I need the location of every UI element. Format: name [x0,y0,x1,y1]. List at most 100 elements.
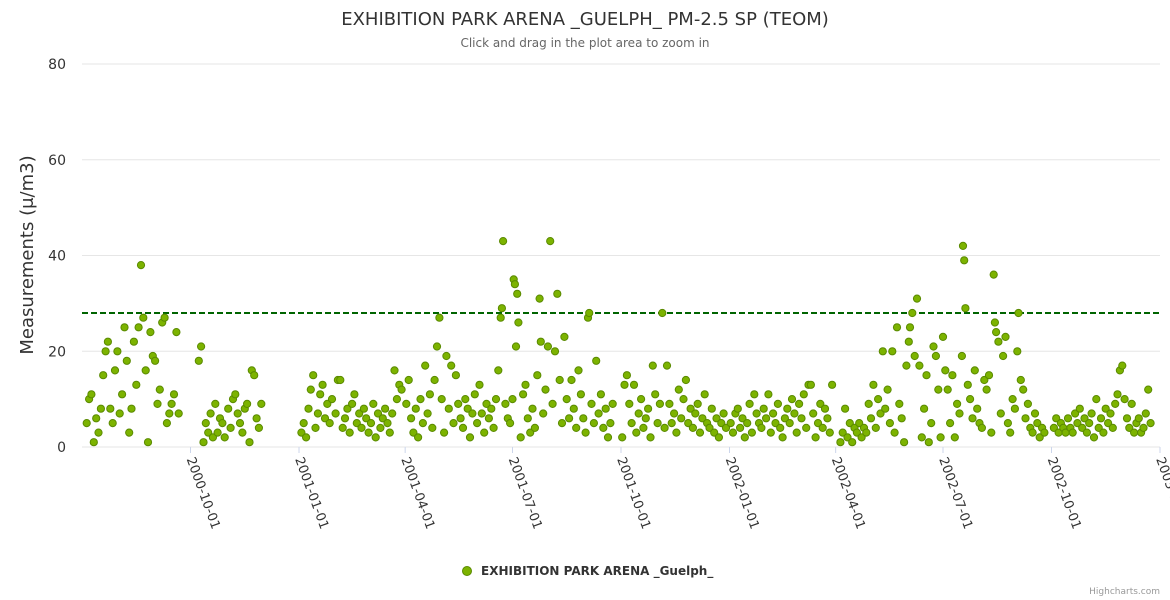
data-point[interactable] [1120,395,1129,404]
data-point[interactable] [306,385,315,394]
data-point[interactable] [1101,404,1110,413]
data-point[interactable] [108,419,117,428]
data-point[interactable] [848,438,857,447]
data-point[interactable] [888,347,897,356]
data-point[interactable] [1019,385,1028,394]
data-point[interactable] [618,433,627,442]
data-point[interactable] [984,371,994,380]
data-point[interactable] [684,419,693,428]
data-point[interactable] [764,390,773,399]
data-point[interactable] [710,428,719,437]
data-point[interactable] [799,390,808,399]
data-point[interactable] [662,361,672,370]
data-point[interactable] [297,428,306,437]
data-point[interactable] [1010,404,1020,413]
data-point[interactable] [252,414,261,423]
data-point[interactable] [929,342,938,351]
data-point[interactable] [1033,419,1042,428]
data-point[interactable] [686,404,695,413]
data-point[interactable] [632,428,641,437]
data-point[interactable] [449,419,458,428]
data-point[interactable] [110,366,120,375]
data-point[interactable] [811,433,820,442]
data-point[interactable] [813,419,823,428]
data-point[interactable] [1146,419,1155,428]
data-point[interactable] [316,390,325,399]
data-point[interactable] [1008,395,1017,404]
data-point[interactable] [641,414,650,423]
data-point[interactable] [418,419,427,428]
data-point[interactable] [139,313,148,322]
data-point[interactable] [608,399,617,408]
data-point[interactable] [92,414,101,423]
data-point[interactable] [336,375,345,385]
data-point[interactable] [465,433,475,442]
data-point[interactable] [790,409,799,418]
data-point[interactable] [960,256,969,265]
data-point[interactable] [966,395,975,404]
data-point[interactable] [390,366,399,375]
data-point[interactable] [915,361,924,370]
data-point[interactable] [606,419,615,428]
data-point[interactable] [397,385,406,394]
data-point[interactable] [468,409,477,418]
data-point[interactable] [143,438,153,447]
data-point[interactable] [496,313,505,322]
data-point[interactable] [1028,428,1037,437]
data-point[interactable] [1141,409,1150,418]
data-point[interactable] [146,328,155,337]
data-point[interactable] [1085,419,1094,428]
data-point[interactable] [596,390,606,399]
data-point[interactable] [660,423,669,432]
data-point[interactable] [101,347,110,356]
data-point[interactable] [233,409,242,418]
data-point[interactable] [904,337,913,346]
data-point[interactable] [89,438,98,447]
data-point[interactable] [345,428,354,437]
data-point[interactable] [250,371,259,380]
data-point[interactable] [543,342,553,351]
data-point[interactable] [151,356,160,365]
data-point[interactable] [1082,428,1092,437]
data-point[interactable] [99,371,108,380]
data-point[interactable] [414,433,423,442]
data-point[interactable] [1075,404,1084,413]
data-point[interactable] [874,395,883,404]
data-point[interactable] [1030,409,1040,418]
data-point[interactable] [456,414,465,423]
data-point[interactable] [487,404,496,413]
data-point[interactable] [122,356,131,365]
data-point[interactable] [955,409,964,418]
data-point[interactable] [528,404,537,413]
data-point[interactable] [653,419,662,428]
data-point[interactable] [634,409,643,418]
data-point[interactable] [127,404,136,413]
data-point[interactable] [550,347,560,356]
data-point[interactable] [905,323,915,332]
data-point[interactable] [836,438,845,447]
data-point[interactable] [629,380,639,389]
data-point[interactable] [809,409,818,418]
data-point[interactable] [338,423,347,432]
data-point[interactable] [1049,423,1059,432]
data-point[interactable] [705,423,714,432]
data-point[interactable] [769,409,778,418]
data-point[interactable] [463,404,472,413]
data-point[interactable] [235,419,245,428]
data-point[interactable] [115,409,124,418]
data-point[interactable] [736,423,745,432]
data-point[interactable] [679,395,688,404]
data-point[interactable] [539,409,548,418]
data-point[interactable] [802,423,811,432]
data-point[interactable] [325,419,334,428]
data-point[interactable] [922,371,931,380]
data-point[interactable] [383,419,392,428]
data-point[interactable] [773,399,783,408]
data-point[interactable] [132,380,141,389]
series-points[interactable] [82,237,1155,447]
data-point[interactable] [681,375,691,385]
data-point[interactable] [364,428,373,437]
data-point[interactable] [208,433,217,442]
data-point[interactable] [963,380,972,389]
data-point[interactable] [497,304,506,313]
